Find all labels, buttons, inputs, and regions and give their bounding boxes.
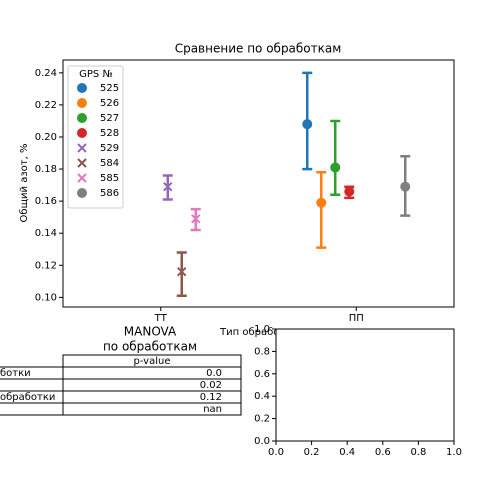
table-title: по обработкам — [103, 340, 197, 354]
legend-label: 525 — [100, 83, 119, 94]
x-tick-label: 0.4 — [339, 447, 355, 458]
error-bar — [316, 171, 327, 249]
x-tick-label: ТТ — [154, 313, 168, 324]
table-value: 0.12 — [200, 392, 222, 403]
y-tick-label: 0.16 — [35, 196, 57, 207]
x-tick-label: ПП — [349, 313, 364, 324]
point — [163, 182, 173, 192]
point — [330, 162, 341, 173]
error-bar — [330, 119, 341, 196]
y-tick-label: 0.6 — [254, 369, 270, 380]
legend-marker — [77, 188, 87, 198]
y-tick-label: 1.0 — [254, 324, 270, 335]
point — [344, 186, 355, 197]
x-tick-label: 1.0 — [446, 447, 462, 458]
point — [400, 181, 411, 192]
chart-title: Сравнение по обработкам — [175, 42, 342, 56]
y-tick-label: 0.24 — [35, 68, 57, 79]
legend-label: 527 — [100, 113, 119, 124]
x-axis-label: Тип обработки — [219, 327, 298, 338]
empty-axes — [275, 328, 455, 442]
y-tick-label: 0.4 — [254, 391, 270, 402]
legend-marker — [77, 173, 87, 183]
y-tick-label: 0.22 — [35, 100, 57, 111]
legend-label: 585 — [100, 173, 119, 184]
legend-label: 584 — [100, 158, 119, 169]
table-value: 0.02 — [200, 380, 222, 391]
legend-marker — [77, 128, 87, 138]
point — [316, 197, 327, 208]
plot-area — [62, 59, 455, 308]
table-row-label-cell — [0, 378, 64, 392]
x-tick-label: 0.6 — [375, 447, 391, 458]
legend-label: 528 — [100, 128, 119, 139]
legend-title: GPS № — [79, 69, 113, 80]
y-axis-label: Общий азот, % — [19, 144, 30, 223]
legend-marker — [77, 83, 87, 93]
table-value: 0.0 — [206, 368, 222, 379]
x-tick-label: 0.0 — [268, 447, 284, 458]
y-tick-label: 0.20 — [35, 132, 57, 143]
table-value: nan — [203, 404, 222, 415]
legend-label: 586 — [100, 188, 119, 199]
y-tick-label: 0.12 — [35, 260, 57, 271]
y-tick-label: 0.10 — [35, 292, 57, 303]
error-bar — [176, 251, 187, 298]
y-tick-label: 0.2 — [254, 414, 270, 425]
legend-label: 526 — [100, 98, 119, 109]
legend-marker — [77, 98, 87, 108]
table-row-label: ботки — [0, 368, 31, 379]
table-row-label: обработки — [0, 392, 55, 403]
table-header: p-value — [133, 356, 170, 367]
legend-marker — [77, 113, 87, 123]
table-cell — [62, 402, 242, 416]
point — [302, 119, 313, 130]
legend-marker — [77, 158, 87, 168]
y-tick-label: 0.8 — [254, 346, 270, 357]
y-tick-label: 0.14 — [35, 228, 57, 239]
y-tick-label: 0.0 — [254, 436, 270, 447]
x-tick-label: 0.8 — [410, 447, 426, 458]
table-row-label-cell — [0, 402, 64, 416]
point — [177, 267, 187, 277]
x-tick-label: 0.2 — [304, 447, 320, 458]
y-tick-label: 0.18 — [35, 164, 57, 175]
legend-marker — [77, 143, 87, 153]
point — [191, 214, 201, 224]
legend-label: 529 — [100, 143, 119, 154]
table-title: MANOVA — [124, 325, 177, 339]
